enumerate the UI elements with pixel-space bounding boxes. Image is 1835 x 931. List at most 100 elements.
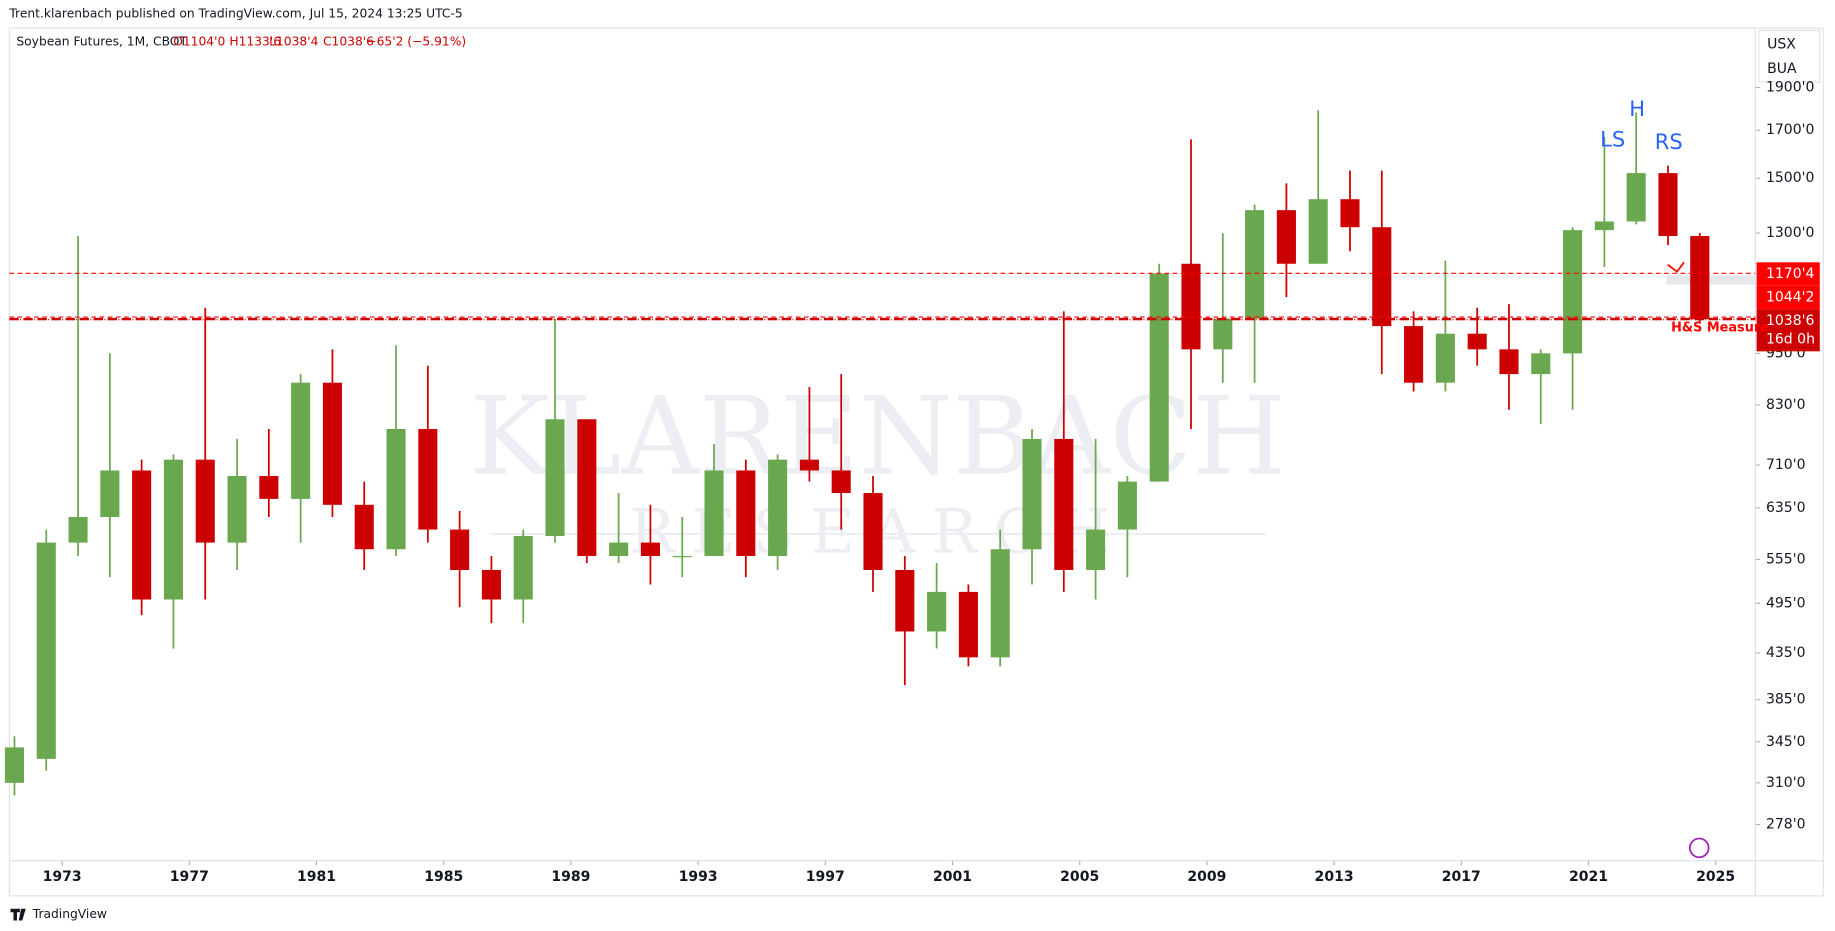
footer: TradingView bbox=[10, 907, 107, 921]
x-tick-label: 2017 bbox=[1442, 869, 1481, 885]
candle-body bbox=[1467, 333, 1487, 350]
x-tick-label: 1989 bbox=[551, 869, 590, 885]
legend-open: O1104'0 bbox=[173, 35, 225, 49]
y-tick-label: 310'0 bbox=[1766, 775, 1806, 791]
y-tick-label: 385'0 bbox=[1766, 692, 1806, 708]
candle-body bbox=[450, 529, 470, 570]
y-tick-label: 435'0 bbox=[1766, 645, 1806, 661]
legend-close: C1038'6 bbox=[323, 35, 374, 49]
candle-body bbox=[1594, 221, 1614, 231]
candle-body bbox=[1563, 230, 1583, 354]
candle-body bbox=[1054, 438, 1074, 570]
price-label: 1044'2 bbox=[1766, 289, 1814, 305]
alert-icon[interactable] bbox=[1689, 837, 1710, 859]
y-tick-label: 555'0 bbox=[1766, 551, 1806, 567]
candle-body bbox=[100, 470, 120, 518]
candle-body bbox=[1117, 481, 1137, 530]
candle-body bbox=[990, 549, 1010, 658]
candle-body bbox=[672, 556, 692, 558]
x-tick-label: 1981 bbox=[297, 869, 336, 885]
candle-body bbox=[1086, 529, 1106, 570]
toolbar-button[interactable]: USX bbox=[1767, 36, 1796, 52]
y-tick-label: 1900'0 bbox=[1766, 80, 1814, 96]
legend-symbol: Soybean Futures, 1M, CBOT bbox=[16, 35, 187, 49]
candle-body bbox=[481, 569, 501, 600]
candle-body bbox=[513, 536, 533, 600]
candle-body bbox=[1658, 173, 1678, 237]
publisher-line: Trent.klarenbach published on TradingVie… bbox=[8, 7, 462, 21]
y-tick-label: 345'0 bbox=[1766, 734, 1806, 750]
y-tick-label: 1300'0 bbox=[1766, 225, 1814, 241]
annotation: H&S Measure bbox=[1671, 320, 1769, 335]
candle-body bbox=[799, 459, 819, 471]
candle-body bbox=[4, 747, 24, 783]
x-tick-label: 2005 bbox=[1060, 869, 1099, 885]
candle-body bbox=[704, 470, 724, 557]
candle-body bbox=[418, 428, 438, 530]
candle-body bbox=[36, 542, 56, 759]
price-label-bg bbox=[1756, 309, 1820, 352]
candle-body bbox=[1213, 318, 1233, 350]
candle-body bbox=[927, 591, 947, 632]
candle-body bbox=[1404, 326, 1424, 383]
candle-body bbox=[545, 419, 565, 537]
x-tick-label: 1993 bbox=[679, 869, 718, 885]
candle-body bbox=[132, 470, 152, 600]
x-tick-label: 1977 bbox=[170, 869, 209, 885]
candle-body bbox=[1626, 173, 1646, 222]
candle-body bbox=[354, 504, 374, 550]
x-tick-label: 2025 bbox=[1696, 869, 1735, 885]
candle-body bbox=[1022, 438, 1042, 550]
candle-body bbox=[68, 517, 88, 543]
footer-brand: TradingView bbox=[32, 907, 107, 921]
candle-body bbox=[1435, 333, 1455, 383]
candle-body bbox=[386, 428, 406, 550]
toolbar-box bbox=[1758, 29, 1821, 83]
x-tick-label: 2001 bbox=[933, 869, 972, 885]
y-tick-label: 495'0 bbox=[1766, 595, 1806, 611]
candle-body bbox=[195, 459, 215, 543]
legend-change: −65'2 (−5.91%) bbox=[366, 35, 466, 49]
candle-body bbox=[577, 419, 597, 557]
price-label-bg bbox=[1756, 285, 1820, 310]
candle-body bbox=[863, 493, 883, 570]
candle-body bbox=[609, 542, 629, 557]
candle-body bbox=[1245, 210, 1265, 319]
price-label-countdown: 16d 0h bbox=[1766, 332, 1815, 348]
x-tick-label: 2009 bbox=[1187, 869, 1226, 885]
target-box bbox=[1666, 275, 1756, 285]
x-tick-label: 2021 bbox=[1569, 869, 1608, 885]
candle-body bbox=[736, 470, 756, 557]
toolbar-button[interactable]: BUA bbox=[1767, 61, 1797, 77]
candle-body bbox=[1372, 227, 1392, 327]
candle-body bbox=[831, 470, 851, 494]
candle-body bbox=[1690, 236, 1710, 320]
y-tick-label: 830'0 bbox=[1766, 397, 1806, 413]
x-tick-label: 1985 bbox=[424, 869, 463, 885]
price-label-bg bbox=[1756, 262, 1820, 286]
y-tick-label: 1700'0 bbox=[1766, 122, 1814, 138]
y-tick-label: 710'0 bbox=[1766, 457, 1806, 473]
toolbar: USX BUA bbox=[1758, 29, 1821, 83]
legend: Soybean Futures, 1M, CBOT O1104'0 H1133'… bbox=[16, 35, 466, 49]
annotation: LS bbox=[1600, 127, 1625, 152]
annotation: RS bbox=[1655, 129, 1683, 154]
legend-high: H1133'6 bbox=[229, 35, 281, 49]
x-tick-label: 1973 bbox=[43, 869, 82, 885]
x-tick-label: 2013 bbox=[1315, 869, 1354, 885]
candle-body bbox=[1181, 263, 1201, 350]
candle-body bbox=[768, 459, 788, 557]
candles bbox=[4, 110, 1710, 796]
y-tick-label: 1500'0 bbox=[1766, 170, 1814, 186]
candle-body bbox=[1149, 273, 1169, 482]
candle-body bbox=[1499, 349, 1519, 375]
legend-low: L1038'4 bbox=[269, 35, 318, 49]
tv-logo bbox=[10, 908, 26, 921]
candle-body bbox=[259, 475, 279, 499]
price-label: 1038'6 bbox=[1766, 313, 1815, 329]
candle-body bbox=[1340, 199, 1360, 228]
candle-body bbox=[322, 382, 342, 505]
candle-body bbox=[958, 591, 978, 658]
